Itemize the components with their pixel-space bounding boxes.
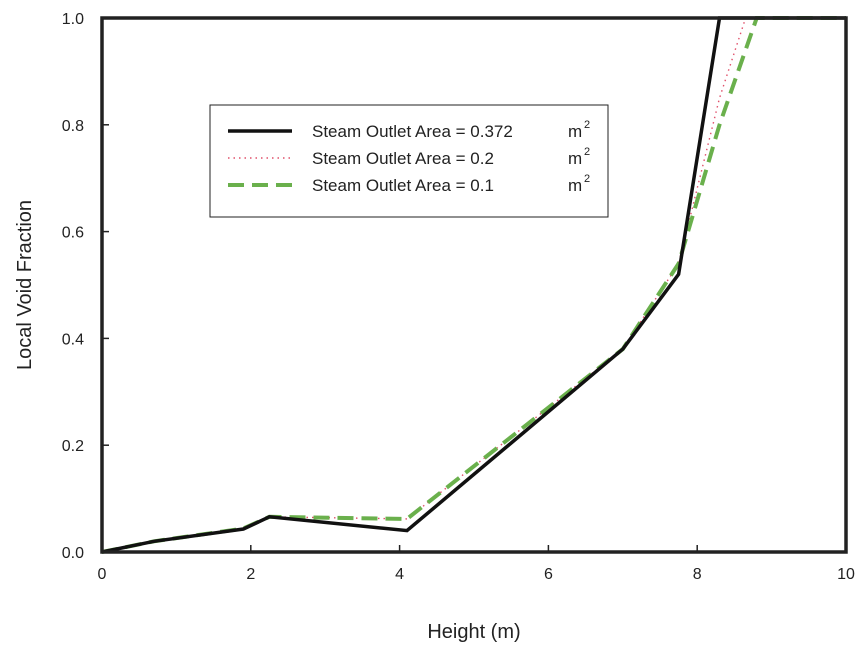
legend-unit-exponent-3: 2 bbox=[584, 173, 590, 185]
x-axis-title: Height (m) bbox=[427, 621, 520, 643]
x-tick-label: 4 bbox=[395, 566, 404, 583]
x-tick-label: 8 bbox=[693, 566, 702, 583]
y-tick-label: 0.4 bbox=[62, 331, 84, 348]
legend-unit-3: m bbox=[568, 176, 582, 195]
legend-label-2: Steam Outlet Area = 0.2 bbox=[312, 149, 494, 168]
y-tick-label: 1.0 bbox=[62, 11, 84, 28]
y-tick-label: 0.2 bbox=[62, 438, 84, 455]
x-tick-label: 10 bbox=[837, 566, 855, 583]
y-tick-label: 0.6 bbox=[62, 225, 84, 242]
y-tick-label: 0.8 bbox=[62, 118, 84, 135]
x-tick-label: 0 bbox=[98, 566, 107, 583]
legend-unit-1: m bbox=[568, 122, 582, 141]
legend-unit-exponent-2: 2 bbox=[584, 146, 590, 158]
legend-unit-2: m bbox=[568, 149, 582, 168]
legend-label-3: Steam Outlet Area = 0.1 bbox=[312, 176, 494, 195]
y-tick-label: 0.0 bbox=[62, 545, 84, 562]
y-axis-title: Local Void Fraction bbox=[14, 200, 36, 370]
x-tick-label: 2 bbox=[246, 566, 255, 583]
legend-unit-exponent-1: 2 bbox=[584, 119, 590, 131]
x-tick-label: 6 bbox=[544, 566, 553, 583]
legend-label-1: Steam Outlet Area = 0.372 bbox=[312, 122, 513, 141]
